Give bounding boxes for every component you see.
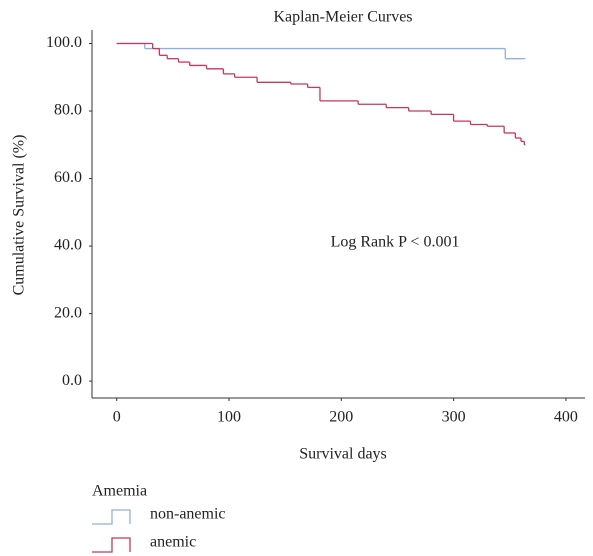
legend-swatch	[92, 509, 131, 525]
legend-label: non-anemic	[150, 506, 226, 523]
x-tick-label: 300	[442, 409, 466, 426]
y-tick-label: 60.0	[54, 169, 82, 186]
y-tick-label: 80.0	[54, 102, 82, 119]
x-tick-label: 400	[554, 409, 578, 426]
x-tick-label: 200	[329, 409, 353, 426]
annotation: Log Rank P < 0.001	[331, 234, 460, 251]
x-tick-label: 0	[113, 409, 121, 426]
x-axis-label: Survival days	[299, 446, 387, 463]
y-axis-label: Cumulative Survival (%)	[11, 135, 28, 296]
y-tick-label: 100.0	[46, 34, 82, 51]
y-tick-label: 20.0	[54, 304, 82, 321]
legend-swatch	[92, 537, 131, 553]
x-tick-label: 100	[217, 409, 241, 426]
y-tick-label: 40.0	[54, 237, 82, 254]
y-tick-label: 0.0	[62, 372, 82, 389]
legend-title: Amemia	[92, 483, 147, 500]
chart-title: Kaplan-Meier Curves	[273, 9, 412, 26]
legend-label: anemic	[150, 534, 196, 551]
